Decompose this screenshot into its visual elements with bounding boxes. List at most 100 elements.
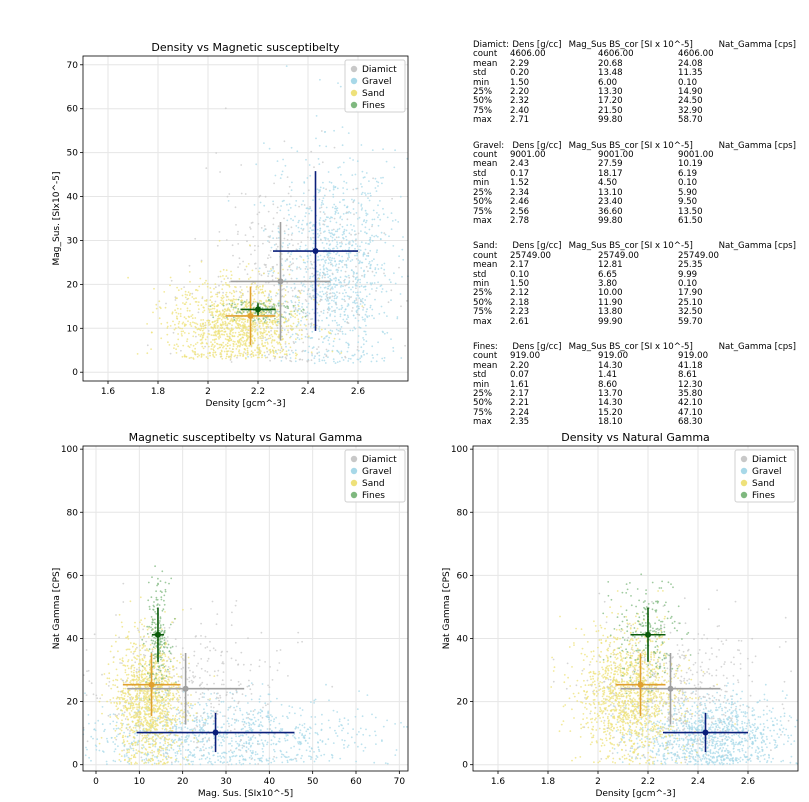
scatter-point-gravel — [356, 245, 359, 248]
scatter-point-sand — [194, 325, 197, 328]
scatter-point-sand — [137, 703, 139, 706]
scatter-point-gravel — [316, 188, 319, 191]
scatter-point-gravel — [374, 187, 377, 189]
scatter-point-sand — [242, 318, 245, 321]
scatter-point-gravel — [222, 700, 225, 703]
scatter-point-sand — [208, 324, 210, 326]
scatter-point-sand — [144, 703, 147, 706]
scatter-point-diamict — [252, 734, 255, 737]
scatter-point-diamict — [361, 274, 363, 277]
scatter-point-gravel — [379, 218, 382, 221]
scatter-point-gravel — [338, 360, 341, 363]
scatter-point-gravel — [281, 761, 284, 764]
scatter-point-gravel — [304, 285, 306, 288]
scatter-point-gravel — [292, 306, 295, 309]
scatter-point-gravel — [363, 176, 366, 179]
scatter-point-sand — [161, 736, 164, 738]
scatter-point-gravel — [303, 290, 305, 292]
scatter-point-gravel — [323, 359, 326, 362]
scatter-point-gravel — [212, 734, 215, 737]
scatter-point-gravel — [369, 194, 372, 197]
scatter-point-sand — [239, 343, 242, 346]
scatter-point-sand — [232, 308, 235, 311]
scatter-point-gravel — [364, 320, 366, 322]
scatter-point-gravel — [323, 264, 325, 267]
scatter-point-gravel — [291, 269, 294, 272]
scatter-point-sand — [246, 349, 249, 352]
scatter-point-gravel — [356, 305, 359, 307]
scatter-point-gravel — [328, 244, 331, 247]
scatter-point-gravel — [322, 203, 325, 206]
scatter-point-gravel — [278, 237, 280, 239]
scatter-point-gravel — [334, 311, 336, 314]
scatter-point-gravel — [377, 281, 379, 284]
scatter-point-gravel — [251, 718, 253, 721]
scatter-point-sand — [159, 714, 162, 717]
scatter-point-gravel — [302, 760, 305, 763]
scatter-point-diamict — [372, 177, 374, 180]
scatter-point-gravel — [95, 749, 98, 751]
scatter-point-sand — [132, 731, 135, 734]
scatter-point-gravel — [272, 271, 275, 274]
scatter-point-sand — [174, 323, 176, 326]
scatter-point-gravel — [112, 720, 115, 723]
scatter-point-gravel — [341, 126, 344, 128]
y-tick-label: 40 — [67, 193, 79, 203]
scatter-point-diamict — [207, 698, 210, 701]
scatter-point-sand — [291, 325, 293, 328]
scatter-point-gravel — [240, 734, 242, 737]
scatter-point-diamict — [209, 649, 212, 652]
scatter-point-diamict — [318, 283, 321, 285]
scatter-point-gravel — [303, 323, 306, 326]
scatter-point-diamict — [246, 299, 248, 301]
scatter-point-gravel — [345, 318, 348, 320]
scatter-point-gravel — [339, 242, 341, 244]
scatter-point-gravel — [368, 260, 371, 263]
scatter-point-sand — [176, 697, 179, 699]
scatter-point-diamict — [333, 146, 336, 149]
scatter-point-diamict — [215, 696, 218, 699]
scatter-point-fines — [260, 303, 263, 305]
scatter-point-gravel — [369, 304, 372, 307]
scatter-point-diamict — [85, 694, 88, 696]
scatter-point-diamict — [230, 679, 233, 681]
scatter-point-gravel — [278, 722, 281, 725]
scatter-point-gravel — [335, 245, 338, 248]
scatter-point-diamict — [265, 704, 267, 707]
scatter-point-gravel — [297, 322, 300, 324]
scatter-point-sand — [236, 319, 239, 321]
scatter-point-gravel — [354, 173, 357, 176]
scatter-point-gravel — [270, 743, 273, 746]
scatter-point-gravel — [268, 757, 271, 760]
scatter-point-gravel — [348, 295, 350, 298]
scatter-point-sand — [175, 352, 178, 354]
scatter-point-diamict — [299, 255, 301, 258]
scatter-point-sand — [158, 718, 161, 721]
scatter-point-gravel — [174, 752, 177, 754]
scatter-point-sand — [226, 323, 229, 326]
scatter-point-gravel — [339, 757, 342, 760]
scatter-point-diamict — [256, 213, 259, 216]
scatter-point-gravel — [279, 749, 282, 752]
scatter-point-diamict — [307, 189, 310, 192]
scatter-point-gravel — [248, 724, 251, 727]
scatter-point-diamict — [220, 651, 223, 654]
scatter-point-diamict — [240, 651, 243, 654]
scatter-point-diamict — [239, 263, 241, 265]
scatter-point-gravel — [311, 308, 314, 311]
scatter-point-fines — [240, 301, 243, 304]
scatter-point-sand — [164, 721, 167, 723]
scatter-point-sand — [189, 323, 192, 326]
scatter-point-sand — [203, 332, 206, 334]
scatter-point-gravel — [219, 755, 222, 758]
scatter-point-gravel — [283, 755, 286, 758]
scatter-point-diamict — [307, 359, 310, 362]
scatter-point-diamict — [320, 310, 323, 313]
scatter-point-sand — [138, 666, 141, 669]
scatter-point-sand — [289, 313, 292, 315]
scatter-point-gravel — [267, 714, 269, 717]
scatter-point-gravel — [341, 724, 343, 727]
scatter-point-gravel — [319, 186, 322, 189]
scatter-point-gravel — [129, 747, 132, 749]
scatter-point-sand — [261, 332, 264, 335]
